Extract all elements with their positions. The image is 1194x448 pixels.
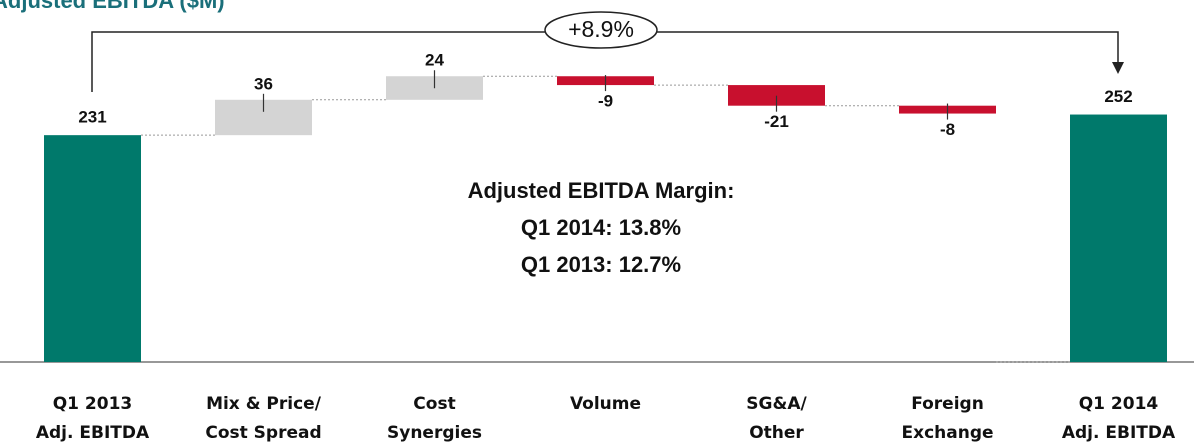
- x-tick-label: Volume: [570, 394, 641, 414]
- value-label: 252: [1104, 87, 1132, 106]
- value-label: 24: [425, 51, 444, 70]
- value-label: 36: [254, 74, 273, 93]
- value-label: -8: [940, 120, 955, 139]
- margin-text: Q1 2014: 13.8%: [521, 215, 681, 240]
- x-tick-label: Mix & Price/: [206, 394, 322, 414]
- value-label: -21: [764, 112, 789, 131]
- arrow-head: [1112, 62, 1124, 74]
- x-tick-label: Exchange: [901, 423, 993, 443]
- x-tick-label: SG&A/: [746, 394, 807, 414]
- x-tick-label: Synergies: [387, 423, 482, 443]
- change-label: +8.9%: [568, 16, 634, 42]
- value-label: 231: [78, 108, 106, 127]
- x-tick-label: Foreign: [911, 394, 984, 414]
- bar: [1070, 114, 1167, 362]
- margin-text: Adjusted EBITDA Margin:: [468, 178, 735, 203]
- bracket-right: [657, 31, 1119, 64]
- x-tick-label: Other: [749, 423, 804, 443]
- value-label: -9: [598, 92, 613, 111]
- x-tick-label: Cost: [413, 394, 455, 414]
- x-tick-label: Adj. EBITDA: [36, 423, 150, 443]
- bracket-left: [91, 31, 545, 92]
- x-tick-label: Q1 2013: [53, 394, 133, 414]
- x-tick-label: Adj. EBITDA: [1062, 423, 1176, 443]
- margin-text: Q1 2013: 12.7%: [521, 252, 681, 277]
- x-tick-label: Cost Spread: [205, 423, 321, 443]
- bar: [728, 85, 825, 106]
- bar: [44, 135, 141, 362]
- chart-title: Adjusted EBITDA ($M): [0, 0, 225, 13]
- x-tick-label: Q1 2014: [1079, 394, 1159, 414]
- change-bubble: [544, 11, 658, 49]
